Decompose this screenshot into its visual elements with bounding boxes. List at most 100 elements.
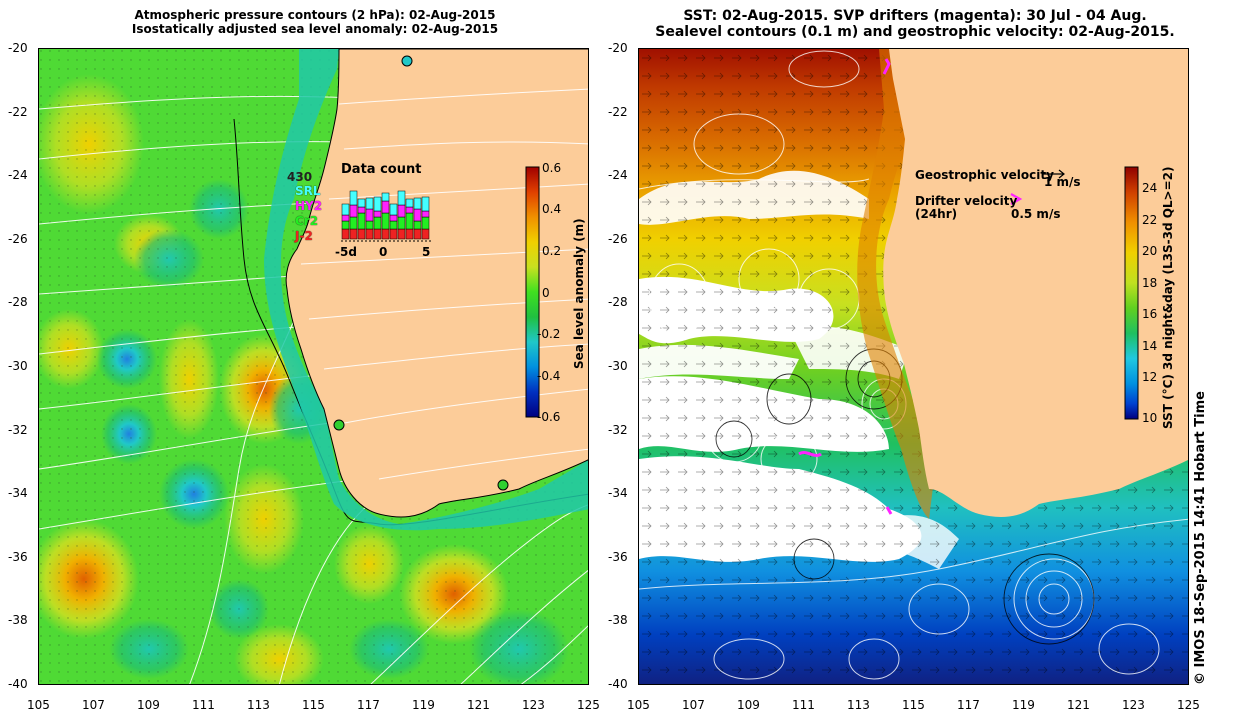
- drifter-tracks: [798, 58, 893, 515]
- right-x-tick-label: 123: [1122, 698, 1145, 712]
- data-count-bar-segment: [357, 198, 366, 208]
- drifter-velocity-label: Drifter velocity: [915, 194, 1018, 208]
- satellite-legend-item: Cr2: [295, 214, 319, 228]
- data-count-bar-segment: [381, 200, 390, 214]
- data-count-bar-segment: [397, 204, 406, 218]
- data-count-bar-segment: [381, 228, 390, 240]
- tide-gauge-marker: [333, 419, 345, 431]
- sla-colorbar: [525, 166, 540, 418]
- drifter-legend-arrow: [1010, 193, 1023, 205]
- data-count-bar-segment: [389, 228, 398, 240]
- left-y-tick-label: -26: [8, 231, 28, 246]
- data-count-bar-segment: [373, 196, 382, 212]
- data-count-bar-segment: [365, 220, 374, 230]
- data-count-axis-tick: 0: [379, 245, 388, 259]
- sla-cb-tick: 0.2: [542, 244, 562, 258]
- left-y-tick-label: -28: [8, 295, 28, 310]
- right-x-tick-label: 107: [682, 698, 705, 712]
- data-count-bar-segment: [421, 196, 430, 212]
- sst-cb-tick: 12: [1142, 370, 1158, 384]
- data-count-title: Data count: [341, 162, 422, 177]
- sst-colorbar-label: SST (°C) 3d night&day (L3S-3d QL>=2): [1161, 166, 1175, 430]
- right-y-tick-label: -28: [608, 295, 628, 310]
- right-x-tick-label: 125: [1177, 698, 1200, 712]
- sst-cb-tick: 20: [1142, 244, 1158, 258]
- right-y-tick-label: -40: [608, 677, 628, 691]
- data-count-bar-segment: [405, 228, 414, 240]
- land-pressure-contours: [300, 88, 588, 480]
- left-y-tick-label: -34: [8, 486, 28, 501]
- left-x-tick-label: 115: [302, 698, 325, 712]
- left-x-tick-label: 117: [357, 698, 380, 712]
- sla-cb-tick: -0.4: [537, 369, 561, 383]
- geostrophic-velocity-label: Geostrophic velocity: [915, 168, 1054, 182]
- data-count-bar-segment: [357, 228, 366, 240]
- data-count-bar-segment: [349, 216, 358, 230]
- right-y-tick-label: -32: [608, 422, 628, 437]
- data-count-bar-segment: [389, 214, 398, 222]
- data-count-bar-segment: [341, 220, 350, 230]
- coastal-warm-band: [857, 49, 939, 519]
- data-count-bar-segment: [381, 192, 390, 202]
- left-x-tick-label: 105: [27, 698, 50, 712]
- left-title-line1: Atmospheric pressure contours (2 hPa): 0…: [134, 8, 496, 22]
- sla-colorbar-label: Sea level anomaly (m): [572, 218, 586, 369]
- data-count-bar-segment: [421, 228, 430, 240]
- left-title-line2: Isostatically adjusted sea level anomaly…: [131, 22, 499, 36]
- sla-cb-tick: -0.2: [537, 327, 561, 341]
- data-count-bar-segment: [365, 197, 374, 210]
- satellite-legend-item: J-2: [295, 229, 313, 243]
- data-count-axis-tick: -5d: [335, 245, 357, 259]
- left-map-title: Atmospheric pressure contours (2 hPa): 0…: [40, 8, 590, 36]
- drifter-velocity-interval: (24hr): [915, 207, 958, 221]
- right-y-tick-label: -38: [608, 613, 628, 628]
- data-count-bar-segment: [373, 216, 382, 230]
- left-y-tick-label: -24: [8, 168, 28, 183]
- data-count-bar-segment: [413, 197, 422, 210]
- right-map-title: SST: 02-Aug-2015. SVP drifters (magenta)…: [640, 8, 1190, 40]
- sst-cb-tick: 14: [1142, 339, 1158, 353]
- data-count-bar-segment: [349, 190, 358, 206]
- tide-gauge-marker: [497, 479, 509, 491]
- sst-cb-tick: 16: [1142, 307, 1158, 321]
- data-count-bar-segment: [365, 208, 374, 222]
- sst-map: Geostrophic velocity 1 m/s Drifter veloc…: [638, 48, 1189, 685]
- data-count-bar-segment: [397, 216, 406, 230]
- data-count-bar-segment: [357, 212, 366, 230]
- imos-credit: © IMOS 18-Sep-2015 14:41 Hobart Time: [1193, 391, 1208, 685]
- satellite-legend-item: HY2: [295, 199, 323, 213]
- data-count-bar-segment: [341, 228, 350, 240]
- sla-cb-tick: 0.4: [542, 202, 562, 216]
- sst-cb-tick: 10: [1142, 411, 1158, 425]
- geostrophic-legend-arrow: [1042, 169, 1065, 179]
- sla-cb-tick: -0.6: [537, 410, 561, 424]
- tide-gauge-marker: [401, 55, 413, 67]
- left-x-tick-label: 107: [82, 698, 105, 712]
- left-x-tick-label: 109: [137, 698, 160, 712]
- left-x-tick-label: 113: [247, 698, 270, 712]
- data-count-bar-segment: [413, 220, 422, 230]
- right-x-tick-label: 109: [737, 698, 760, 712]
- sst-cb-tick: 18: [1142, 276, 1158, 290]
- data-count-bar-segment: [365, 228, 374, 240]
- data-count-bar-segment: [341, 214, 350, 222]
- data-count-bar-segment: [349, 204, 358, 218]
- sla-cb-tick: 0.6: [542, 161, 562, 175]
- sst-colorbar: [1124, 166, 1139, 420]
- data-count-bar-segment: [373, 228, 382, 240]
- left-y-tick-label: -40: [8, 677, 28, 691]
- data-count-bar-segment: [405, 206, 414, 214]
- right-x-tick-label: 115: [902, 698, 925, 712]
- right-x-tick-label: 105: [627, 698, 650, 712]
- data-count-bar-segment: [349, 228, 358, 240]
- drifter-velocity-scale: 0.5 m/s: [1011, 207, 1061, 221]
- right-y-tick-label: -34: [608, 486, 628, 501]
- data-count-bar-segment: [397, 190, 406, 206]
- left-x-tick-label: 121: [467, 698, 490, 712]
- data-count-bar-segment: [413, 208, 422, 222]
- right-x-tick-label: 111: [792, 698, 815, 712]
- left-y-tick-label: -30: [8, 359, 28, 373]
- left-y-tick-label: -22: [8, 104, 28, 119]
- right-title-line2: Sealevel contours (0.1 m) and geostrophi…: [655, 24, 1175, 40]
- data-count-bars: [341, 190, 431, 242]
